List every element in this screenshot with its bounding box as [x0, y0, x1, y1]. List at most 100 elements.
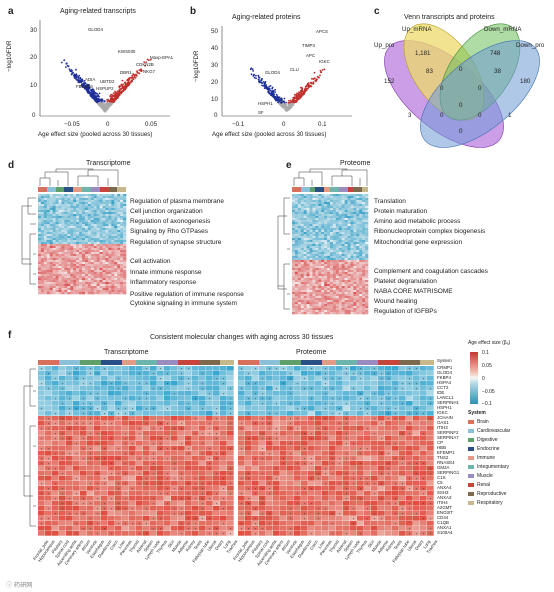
volcano-point [103, 105, 105, 108]
heatmap-cell [347, 244, 351, 247]
heatmap-cell [292, 200, 296, 203]
heatmap-cell [356, 216, 360, 219]
heatmap-cell [117, 246, 121, 249]
heatmap-cell [356, 298, 360, 301]
heatmap-cell [61, 286, 65, 289]
heatmap-cell [365, 274, 369, 277]
heatmap-cell [67, 264, 71, 267]
heatmap-cell [79, 198, 83, 201]
heatmap-cell [115, 386, 122, 391]
heatmap-cell [70, 288, 74, 291]
panel-d-system-colorbar [38, 187, 127, 192]
volcano-point [123, 86, 126, 89]
heatmap-cell [321, 200, 325, 203]
heatmap-cell [136, 406, 143, 411]
heatmap-cell [292, 294, 296, 297]
heatmap-cell [120, 274, 124, 277]
heatmap-cell [365, 308, 369, 311]
heatmap-cell [82, 258, 86, 261]
system-color-cell [245, 360, 252, 365]
heatmap-cell [43, 248, 48, 251]
heatmap-cell [76, 202, 80, 205]
heatmap-cell [309, 262, 313, 265]
heatmap-cell [70, 206, 74, 209]
heatmap-cell [114, 226, 118, 229]
heatmap-cell [46, 206, 51, 209]
heatmap-cell [55, 268, 59, 271]
volcano-point [127, 78, 130, 80]
heatmap-cell [309, 220, 313, 223]
heatmap-cell [321, 202, 325, 205]
heatmap-cell [45, 386, 52, 391]
heatmap-cell [90, 240, 95, 243]
heatmap-cell [70, 196, 74, 199]
heatmap-cell [136, 401, 143, 406]
heatmap-cell [318, 262, 322, 265]
heatmap-cell [341, 196, 345, 199]
heatmap-cell [123, 204, 127, 207]
heatmap-cell [55, 222, 59, 225]
volcano-point [88, 86, 91, 89]
heatmap-cell [76, 242, 80, 245]
system-color-cell [413, 360, 420, 365]
heatmap-cell [356, 284, 360, 287]
heatmap-cell [306, 226, 310, 229]
volcano-point [122, 87, 125, 90]
heatmap-cell [67, 254, 71, 257]
heatmap-cell [55, 272, 59, 275]
heatmap-cell [49, 212, 53, 215]
heatmap-cell [108, 401, 115, 406]
volcano-point [71, 73, 73, 75]
panel-d-term: Cell activation [130, 258, 171, 265]
heatmap-cell [344, 208, 348, 211]
heatmap-cell [178, 396, 185, 401]
heatmap-cell [327, 308, 331, 311]
heatmap-cell [327, 274, 331, 277]
heatmap-cell [309, 216, 313, 219]
heatmap-cell [49, 262, 53, 265]
heatmap-cell [73, 274, 77, 277]
heatmap-cell [312, 202, 316, 205]
heatmap-cell [327, 200, 331, 203]
heatmap-cell [359, 204, 363, 207]
volcano-point [283, 100, 285, 103]
heatmap-cell [73, 260, 77, 263]
heatmap-cell [117, 258, 121, 261]
heatmap-cell [105, 208, 109, 211]
heatmap-cell [101, 371, 108, 376]
heatmap-cell [332, 256, 337, 259]
heatmap-cell [294, 210, 299, 213]
heatmap-cell [359, 246, 363, 249]
heatmap-cell [58, 252, 62, 255]
heatmap-cell [353, 306, 357, 309]
panel-b-ytick: 40 [211, 45, 218, 52]
heatmap-cell [49, 286, 53, 289]
heatmap-cell [70, 258, 74, 261]
heatmap-cell [38, 288, 42, 291]
heatmap-cell [129, 431, 136, 436]
heatmap-cell [123, 230, 127, 233]
heatmap-cell [61, 280, 65, 283]
heatmap-cell [101, 406, 108, 411]
heatmap-cell [84, 232, 89, 235]
significance-mark: * [167, 381, 169, 386]
heatmap-cell [321, 224, 325, 227]
heatmap-cell [227, 411, 234, 416]
heatmap-cell [344, 218, 348, 221]
panel-d-term: Inflammatory response [130, 279, 197, 286]
significance-mark: * [62, 416, 64, 421]
heatmap-cell [315, 250, 319, 253]
heatmap-cell [227, 391, 234, 396]
volcano-point [81, 83, 84, 85]
heatmap-cell [120, 222, 124, 225]
heatmap-cell [332, 280, 337, 283]
heatmap-cell [87, 288, 92, 291]
heatmap-cell [324, 240, 328, 243]
heatmap-cell [365, 282, 369, 285]
heatmap-cell [347, 246, 351, 249]
heatmap-cell [365, 246, 369, 249]
heatmap-cell [79, 250, 83, 253]
heatmap-cell [350, 252, 354, 255]
heatmap-cell [61, 216, 65, 219]
heatmap-cell [64, 242, 68, 245]
